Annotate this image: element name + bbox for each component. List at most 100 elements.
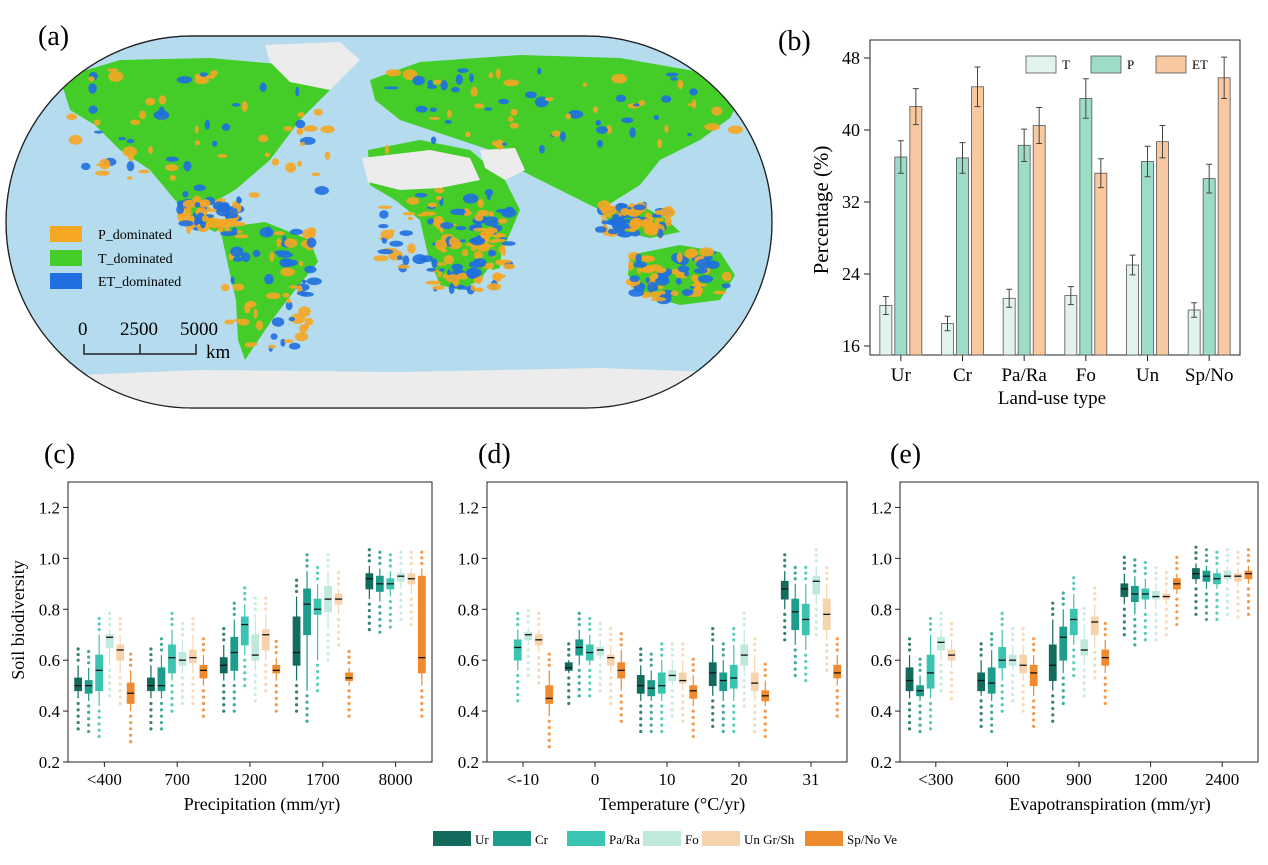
outlier-point [598,676,602,680]
outlier-point [222,696,226,700]
outlier-point [1072,673,1076,678]
map-patch [248,192,260,198]
outlier-point [1194,593,1198,597]
outlier-point [170,611,174,615]
outlier-point [639,647,643,651]
outlier-point [537,675,541,679]
map-patch [230,246,244,257]
map-patch [628,260,634,271]
outlier-point [336,582,341,586]
outlier-point [949,627,954,631]
map-patch [462,193,479,204]
outlier-point [949,671,954,675]
outlier-point [367,628,371,632]
panel-a-label: (a) [38,21,69,52]
map-patch [629,275,640,283]
outlier-point [547,726,551,730]
outlier-point [1103,682,1107,686]
map-patch [68,134,83,145]
panel-b-ytick-label: 32 [842,192,860,212]
errorbar-ET-Pa/Ra [1036,107,1043,144]
map-patch [417,213,427,217]
panel-b-xtick-label: Un [1136,365,1160,386]
map-patch [297,112,305,118]
map-patch [232,103,241,107]
outlier-point [537,668,541,672]
outlier-point [264,670,268,674]
outlier-point [232,612,236,616]
outlier-point [159,637,164,641]
outlier-point [315,676,320,680]
outlier-point [609,632,613,636]
map-patch [629,127,636,138]
outlier-point [159,708,164,712]
outlier-point [1093,597,1097,601]
outlier-point [1246,559,1251,563]
outlier-point [76,720,80,725]
box-Ur-1200 [1120,583,1129,597]
outlier-point [180,676,185,680]
map-patch [629,220,642,230]
ytick-label: 0.4 [39,702,61,721]
outlier-point [577,694,581,698]
outlier-point [326,633,330,637]
map-frame [5,35,773,409]
map-patch [474,213,484,222]
outlier-point [660,653,664,657]
box-Fo-31 [812,575,821,595]
outlier-point [577,687,581,692]
outlier-point [1072,648,1076,652]
outlier-point [1093,663,1097,667]
outlier-point [420,561,424,566]
map-patch [492,238,506,242]
outlier-point [274,639,278,643]
panel-b-ytick-label: 40 [842,120,860,140]
box-Ur-<400 [74,677,83,692]
xtick-label: 1200 [233,770,267,789]
outlier-point [1122,620,1126,624]
map-patch [425,280,442,285]
box-Cr-1200 [230,636,239,671]
outlier-point [619,637,623,641]
outlier-point [1154,631,1158,636]
outlier-point [108,687,112,692]
map-patch [194,140,201,146]
outlier-point [526,648,530,652]
bottom-legend: Ur Cr Pa/Ra Fo Un Gr/Sh Sp/No Ve [433,831,897,847]
outlier-point [1154,625,1158,629]
outlier-point [516,680,520,684]
outlier-point [1103,701,1107,706]
outlier-point [939,670,943,674]
outlier-point [222,703,226,707]
map-patch [430,136,437,145]
outlier-point [1143,560,1147,565]
outlier-point [305,700,309,704]
outlier-point [1246,587,1251,591]
map-patch [484,227,498,234]
outlier-point [1236,608,1240,613]
errorbar-T-Un [1129,254,1136,276]
outlier-point [253,673,257,678]
outlier-point [87,710,91,714]
outlier-point [118,682,122,686]
outlier-point [763,722,767,726]
outlier-point [1215,550,1219,554]
outlier-point [1000,684,1004,688]
outlier-point [783,619,787,623]
map-patch [721,271,732,282]
map-patch [484,107,493,111]
outlier-point [326,553,330,557]
outlier-point [326,658,330,662]
box-Cr-600 [987,667,996,694]
outlier-point [649,652,653,656]
legend-label-T: T [1062,57,1070,72]
outlier-point [649,710,653,714]
outlier-point [907,727,912,731]
outlier-point [825,656,829,660]
legend-label-t-dominated: T_dominated [98,252,173,267]
outlier-point [1215,617,1219,622]
map-patch [633,204,646,211]
outlier-point [939,622,943,627]
map-patch [378,205,393,209]
outlier-point [1215,592,1219,596]
